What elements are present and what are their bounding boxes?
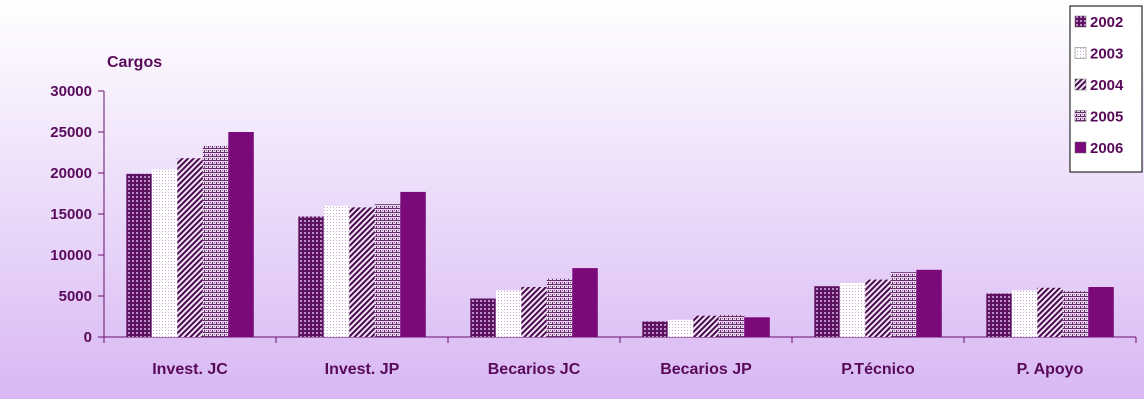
bar-2002 xyxy=(298,216,324,337)
bar-2002 xyxy=(986,293,1012,337)
legend-swatch xyxy=(1074,78,1087,91)
category-label: Invest. JC xyxy=(152,361,228,378)
category-label: P. Apoyo xyxy=(1017,361,1084,378)
bar-2003 xyxy=(667,319,694,337)
bar-2004 xyxy=(693,315,719,337)
legend-label: 2002 xyxy=(1090,14,1123,31)
bar-2006 xyxy=(1088,287,1114,337)
legend-swatch xyxy=(1074,47,1087,59)
y-tick-label: 25000 xyxy=(50,124,92,141)
legend-label: 2005 xyxy=(1090,109,1123,126)
legend-swatch xyxy=(1074,141,1087,154)
bar-2005 xyxy=(374,204,401,337)
bar-2003 xyxy=(495,290,522,337)
legend-label: 2003 xyxy=(1090,46,1123,63)
bar-2006 xyxy=(228,132,254,337)
bar-2004 xyxy=(865,279,891,337)
bar-2003 xyxy=(839,282,866,337)
category-label: Becarios JP xyxy=(660,361,752,378)
bar-2006 xyxy=(572,268,598,337)
bar-2004 xyxy=(521,287,547,337)
y-tick-label: 5000 xyxy=(59,288,92,305)
bar-2003 xyxy=(323,205,350,337)
bar-2002 xyxy=(642,321,668,337)
bar-2002 xyxy=(814,286,840,337)
y-axis: 0 5000 10000 15000 20000 25000 30000 xyxy=(50,83,105,346)
legend-swatch xyxy=(1074,15,1087,28)
y-tick-label: 30000 xyxy=(50,83,92,100)
category-label: Invest. JP xyxy=(325,361,400,378)
bar-2005 xyxy=(1062,291,1089,337)
bar-2003 xyxy=(151,169,178,337)
bar-2006 xyxy=(400,191,426,337)
legend: 2002 2003 2004 2005 2006 xyxy=(1069,5,1143,173)
bar-2006 xyxy=(744,317,770,337)
category-label: Becarios JC xyxy=(488,361,581,378)
bar-2003 xyxy=(1011,290,1038,337)
x-axis: Invest. JC Invest. JP Becarios JC Becarios … xyxy=(103,336,1137,378)
bar-2005 xyxy=(718,314,745,337)
bar-2004 xyxy=(1037,287,1063,337)
y-tick-label: 0 xyxy=(84,329,92,346)
bars xyxy=(126,132,1114,337)
bar-2002 xyxy=(126,173,152,337)
bar-2006 xyxy=(916,269,942,337)
y-tick-label: 10000 xyxy=(50,247,92,264)
legend-label: 2006 xyxy=(1090,140,1123,157)
bar-2005 xyxy=(546,278,573,337)
bar-2004 xyxy=(349,207,375,337)
legend-swatch xyxy=(1074,110,1087,122)
bar-2005 xyxy=(890,272,917,337)
y-axis-label: Cargos xyxy=(107,54,162,71)
category-label: P.Técnico xyxy=(841,361,915,378)
legend-label: 2004 xyxy=(1090,77,1124,94)
bar-2005 xyxy=(202,145,229,337)
bar-2004 xyxy=(177,158,203,337)
y-tick-label: 15000 xyxy=(50,206,92,223)
bar-2002 xyxy=(470,298,496,337)
y-tick-label: 20000 xyxy=(50,165,92,182)
